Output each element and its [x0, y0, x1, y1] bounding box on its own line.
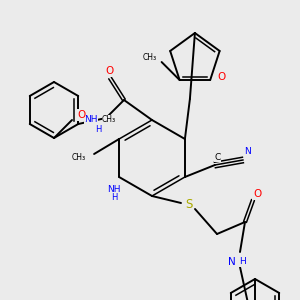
Text: N: N — [244, 148, 251, 157]
Text: CH₃: CH₃ — [142, 52, 157, 62]
Text: C: C — [215, 152, 221, 161]
Text: O: O — [77, 110, 85, 120]
Text: NH: NH — [85, 116, 98, 124]
Text: H: H — [111, 193, 117, 202]
Text: CH₃: CH₃ — [72, 152, 86, 161]
Text: N: N — [228, 257, 236, 267]
Text: NH: NH — [107, 185, 121, 194]
Text: O: O — [253, 189, 261, 199]
Text: O: O — [217, 72, 225, 82]
Text: H: H — [240, 257, 246, 266]
Text: S: S — [185, 197, 193, 211]
Text: H: H — [96, 124, 102, 134]
Text: CH₃: CH₃ — [102, 116, 116, 124]
Text: O: O — [106, 66, 114, 76]
